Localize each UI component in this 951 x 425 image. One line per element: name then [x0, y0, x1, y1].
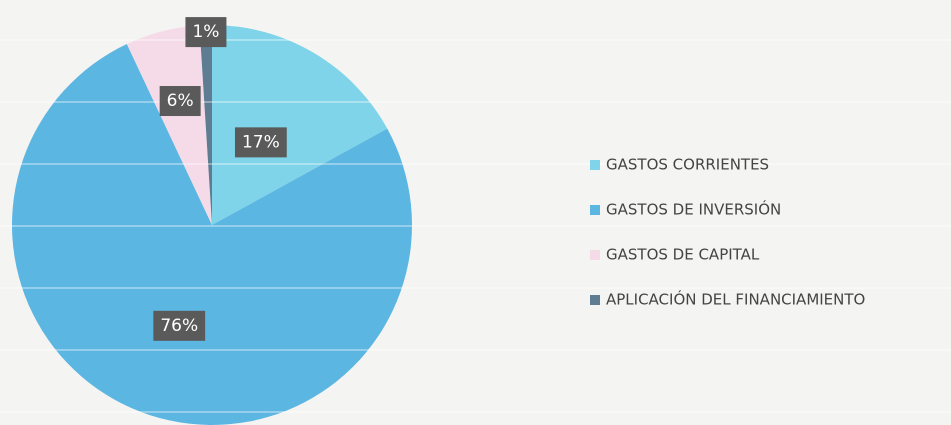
- legend-label: GASTOS DE INVERSIÓN: [606, 200, 781, 219]
- data-label: 17%: [234, 127, 287, 158]
- pie-slice: [11, 44, 413, 425]
- data-label-box: [153, 310, 206, 341]
- data-label: 76%: [153, 310, 206, 341]
- data-label: 1%: [185, 17, 227, 48]
- legend-label: GASTOS CORRIENTES: [606, 156, 769, 174]
- data-label-text: 1%: [192, 22, 219, 42]
- legend-swatch: [590, 205, 600, 215]
- legend-label: APLICACIÓN DEL FINANCIAMIENTO: [606, 290, 865, 309]
- legend-swatch: [590, 295, 600, 305]
- data-label-text: 6%: [167, 91, 194, 111]
- legend-label: GASTOS DE CAPITAL: [606, 246, 760, 264]
- pie-slice: [212, 25, 388, 225]
- data-label-text: 17%: [242, 132, 280, 152]
- data-label-box: [185, 17, 227, 48]
- data-label-text: 76%: [160, 316, 198, 336]
- data-label-box: [234, 127, 287, 158]
- legend-swatch: [590, 160, 600, 170]
- data-label: 6%: [159, 86, 201, 117]
- data-label-box: [159, 86, 201, 117]
- legend-swatch: [590, 250, 600, 260]
- pie-slice: [126, 25, 212, 226]
- pie-slice: [199, 25, 212, 225]
